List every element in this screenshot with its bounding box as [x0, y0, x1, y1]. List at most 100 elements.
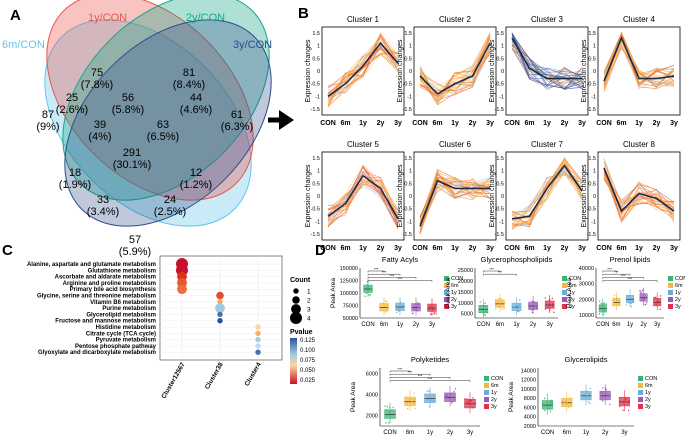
significance-bracket — [367, 280, 433, 283]
pvalue-tick-label: 0.025 — [300, 378, 316, 384]
y-tick-label: -0.5 — [403, 207, 412, 213]
venn-region-count: 75 — [91, 67, 103, 79]
y-tick-label: 0.5 — [588, 181, 596, 187]
pathway-label: Vitamin B6 metabolism — [90, 300, 156, 306]
significance-bracket — [367, 274, 401, 276]
significance-label: *** — [489, 267, 494, 272]
x-tick-label: 3y — [621, 430, 627, 436]
data-point — [495, 308, 497, 310]
venn-set-2y — [62, 0, 270, 201]
legend-label: 1y — [451, 290, 457, 296]
venn-region-pct: (8.4%) — [173, 79, 205, 91]
legend-label: 3y — [675, 304, 681, 310]
y-tick-label: 14000 — [521, 368, 536, 374]
significance-label: *** — [398, 367, 403, 372]
legend-label: 2y — [491, 397, 497, 403]
venn-region-pct: (4%) — [88, 131, 111, 143]
data-point — [519, 306, 522, 308]
profile-line — [419, 42, 491, 93]
data-point — [432, 308, 434, 311]
data-point — [467, 401, 469, 404]
mean-line — [511, 164, 583, 220]
data-point — [569, 403, 571, 406]
data-point — [589, 402, 591, 404]
y-tick-label: -1.5 — [403, 232, 412, 238]
pathway-dot — [255, 324, 261, 330]
data-point — [602, 396, 604, 398]
cluster-title: Cluster 2 — [439, 15, 472, 24]
x-tick-label: 1y — [451, 120, 459, 127]
data-point — [602, 302, 604, 304]
y-tick-label: 6000 — [366, 371, 378, 377]
significance-bracket — [602, 277, 644, 279]
plot-frame — [505, 26, 589, 116]
data-point — [414, 398, 417, 401]
plot-frame — [597, 26, 681, 116]
profile-line — [511, 32, 583, 90]
data-point — [655, 296, 657, 299]
data-point — [495, 298, 497, 301]
venn-region-pct: (3.4%) — [87, 206, 119, 218]
data-point — [466, 400, 468, 403]
mean-line — [327, 174, 399, 220]
y-tick-label: -1 — [315, 219, 320, 225]
data-point — [516, 310, 519, 313]
data-point — [501, 308, 503, 311]
data-point — [411, 398, 414, 400]
data-point — [659, 308, 661, 311]
data-point — [386, 405, 388, 408]
plot-frame — [413, 151, 497, 241]
legend-swatch — [484, 376, 489, 381]
data-point — [483, 313, 485, 315]
pathway-dot — [255, 330, 261, 336]
significance-label: *** — [408, 370, 413, 375]
venn-region-count: 81 — [183, 67, 195, 79]
y-tick-label: -0.5 — [311, 207, 320, 213]
pathway-label: Arginine and proline metabolism — [63, 281, 156, 287]
data-point — [385, 303, 388, 305]
y-tick-label: -1 — [591, 94, 596, 100]
plot-frame — [597, 151, 681, 241]
data-point — [416, 310, 418, 312]
data-point — [472, 397, 474, 399]
pathway-label: Citrate cycle (TCA cycle) — [86, 331, 156, 337]
y-axis-label: Expression changes — [397, 39, 404, 103]
legend-swatch — [638, 376, 643, 381]
significance-label: *** — [621, 273, 626, 278]
data-point — [484, 302, 486, 305]
profile-line — [327, 164, 399, 217]
data-point — [601, 392, 604, 394]
x-tick-label: 2y — [640, 322, 646, 328]
data-point — [549, 410, 552, 412]
data-point — [605, 393, 608, 395]
data-point — [601, 400, 604, 402]
data-point — [430, 399, 432, 402]
venn-region-count: 57 — [129, 234, 141, 246]
profile-line — [511, 39, 583, 87]
y-tick-label: 40000 — [579, 266, 594, 272]
legend-swatch — [484, 397, 489, 402]
x-tick-label: 2y — [377, 245, 385, 252]
data-point — [426, 390, 428, 393]
x-tick-label: 2y — [561, 120, 569, 127]
x-tick-label: 3y — [654, 322, 660, 328]
venn-region-pct: (1.9%) — [59, 179, 91, 191]
x-tick-label: CON — [320, 245, 336, 252]
data-point — [432, 400, 434, 402]
data-point — [426, 399, 429, 401]
y-tick-label: 0 — [317, 194, 320, 200]
data-point — [366, 287, 368, 289]
data-point — [479, 301, 481, 303]
cluster-grid: Cluster 1 1.5 1 0.5 0 -0.5 -1 -1.5 Expression ch… — [305, 15, 681, 252]
data-point — [612, 301, 615, 304]
y-axis-label: Expression changes — [581, 164, 588, 228]
data-point — [380, 302, 382, 305]
legend-swatch — [444, 290, 449, 295]
y-tick-label: 2000 — [366, 413, 378, 419]
venn-region-count: 12 — [190, 167, 202, 179]
venn-region-pct: (6.3%) — [221, 121, 253, 133]
data-point — [550, 399, 553, 402]
data-point — [655, 300, 658, 303]
legend-swatch — [668, 276, 673, 281]
